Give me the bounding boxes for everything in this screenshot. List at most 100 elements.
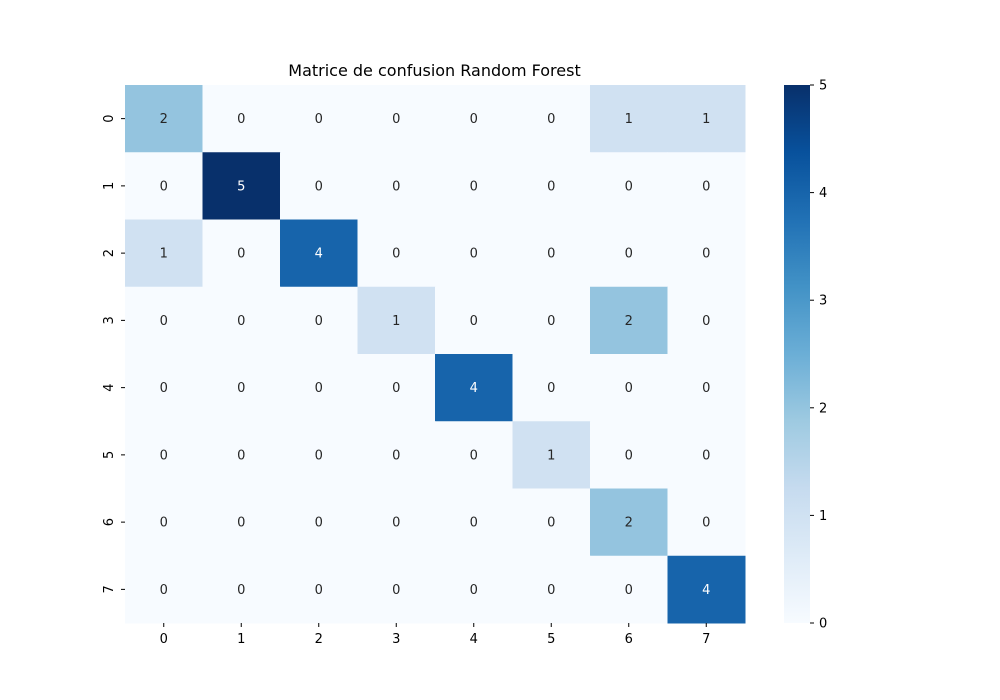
heatmap-cell (667, 421, 746, 489)
heatmap-cell (512, 219, 591, 288)
heatmap-cell (202, 152, 281, 220)
heatmap-cell (202, 286, 281, 355)
cell-value-label: 0 (547, 179, 555, 194)
heatmap-cell (512, 152, 591, 220)
heatmap-cell (590, 85, 668, 153)
heatmap-cell (280, 219, 358, 288)
colorbar-tick-label: 4 (819, 186, 827, 201)
cell-value-label: 0 (237, 112, 245, 127)
heatmap-cell (357, 354, 436, 422)
cell-value-label: 1 (392, 314, 400, 329)
heatmap-cell (590, 354, 668, 422)
heatmap-cell (357, 555, 436, 624)
x-tick-label: 2 (315, 632, 323, 647)
x-axis: 0 1 2 3 4 5 6 7 (160, 623, 710, 647)
heatmap-cell (590, 152, 668, 220)
cell-value-label: 0 (702, 314, 710, 329)
cell-value-label: 0 (547, 112, 555, 127)
heatmap-cell (590, 219, 668, 288)
cell-value-label: 0 (237, 516, 245, 531)
cell-value-label: 1 (160, 247, 168, 262)
cell-value-label: 0 (625, 381, 633, 396)
heatmap-cell (202, 421, 281, 489)
cell-value-label: 4 (702, 583, 710, 598)
heatmap-cell (667, 286, 746, 355)
cell-annotations: 2 0 0 0 0 0 1 10 5 0 0 0 0 0 01 0 4 0 0 0 0 00 0 0 1 0 0 2 00 0 0 0 4 0 0 0… (160, 112, 711, 598)
cell-value-label: 0 (160, 381, 168, 396)
heatmap-cell (280, 286, 358, 355)
cell-value-label: 0 (392, 179, 400, 194)
cell-value-label: 0 (315, 112, 323, 127)
heatmap-cell (512, 85, 591, 153)
x-tick-label: 4 (470, 632, 478, 647)
cell-value-label: 0 (625, 583, 633, 598)
cell-value-label: 0 (392, 516, 400, 531)
colorbar-tick-label: 2 (819, 401, 827, 416)
colorbar-tick-label: 5 (819, 79, 827, 94)
heatmap-cell (512, 555, 591, 624)
cell-value-label: 0 (547, 381, 555, 396)
heatmap-cell (667, 555, 746, 624)
heatmap-cell (667, 219, 746, 288)
y-tick-label: 1 (102, 182, 117, 190)
cell-value-label: 0 (392, 381, 400, 396)
cell-value-label: 0 (470, 314, 478, 329)
cell-value-label: 0 (315, 381, 323, 396)
cell-value-label: 0 (702, 247, 710, 262)
cell-value-label: 1 (702, 112, 710, 127)
cell-value-label: 2 (625, 314, 633, 329)
heatmap-cell (357, 488, 436, 557)
cell-value-label: 0 (625, 179, 633, 194)
cell-value-label: 0 (470, 583, 478, 598)
cell-value-label: 0 (160, 179, 168, 194)
cell-value-label: 0 (160, 516, 168, 531)
cell-value-label: 0 (160, 583, 168, 598)
heatmap-cell (125, 555, 203, 624)
cell-value-label: 0 (160, 314, 168, 329)
heatmap-cell (435, 421, 513, 489)
cell-value-label: 0 (547, 516, 555, 531)
heatmap-cell (512, 354, 591, 422)
cell-value-label: 0 (315, 448, 323, 463)
heatmap-cell (202, 488, 281, 557)
cell-value-label: 0 (470, 516, 478, 531)
heatmap-cell (280, 152, 358, 220)
heatmap-cell (357, 85, 436, 153)
heatmap-cell (125, 354, 203, 422)
cell-value-label: 0 (547, 247, 555, 262)
heatmap-cell (202, 555, 281, 624)
heatmap-cell (435, 219, 513, 288)
cell-value-label: 0 (547, 314, 555, 329)
cell-value-label: 0 (315, 516, 323, 531)
heatmap-cell (435, 354, 513, 422)
colorbar-axis: 0 1 2 3 4 5 (810, 79, 827, 632)
cell-value-label: 0 (237, 448, 245, 463)
cell-value-label: 0 (470, 112, 478, 127)
x-tick-label: 7 (702, 632, 710, 647)
cell-value-label: 1 (625, 112, 633, 127)
colorbar-tick-label: 3 (819, 294, 827, 309)
heatmap-cell (125, 286, 203, 355)
heatmap-cell (512, 286, 591, 355)
heatmap-cell (590, 488, 668, 557)
heatmap-cell (125, 85, 203, 153)
heatmap-cell (125, 219, 203, 288)
heatmap-cell (357, 421, 436, 489)
heatmap-cell (357, 152, 436, 220)
cell-value-label: 2 (625, 516, 633, 531)
cell-value-label: 0 (237, 381, 245, 396)
colorbar (784, 85, 810, 623)
cell-value-label: 0 (237, 314, 245, 329)
cell-value-label: 0 (315, 314, 323, 329)
cell-value-label: 0 (702, 179, 710, 194)
heatmap-cell (280, 555, 358, 624)
heatmap-cell (125, 152, 203, 220)
cell-value-label: 0 (702, 516, 710, 531)
cell-value-label: 2 (160, 112, 168, 127)
cell-value-label: 0 (702, 448, 710, 463)
heatmap-cell (435, 286, 513, 355)
y-tick-label: 0 (102, 114, 117, 122)
heatmap-cell (590, 421, 668, 489)
heatmap-cells (125, 85, 746, 624)
y-axis: 0 1 2 3 4 5 6 7 (102, 114, 125, 594)
